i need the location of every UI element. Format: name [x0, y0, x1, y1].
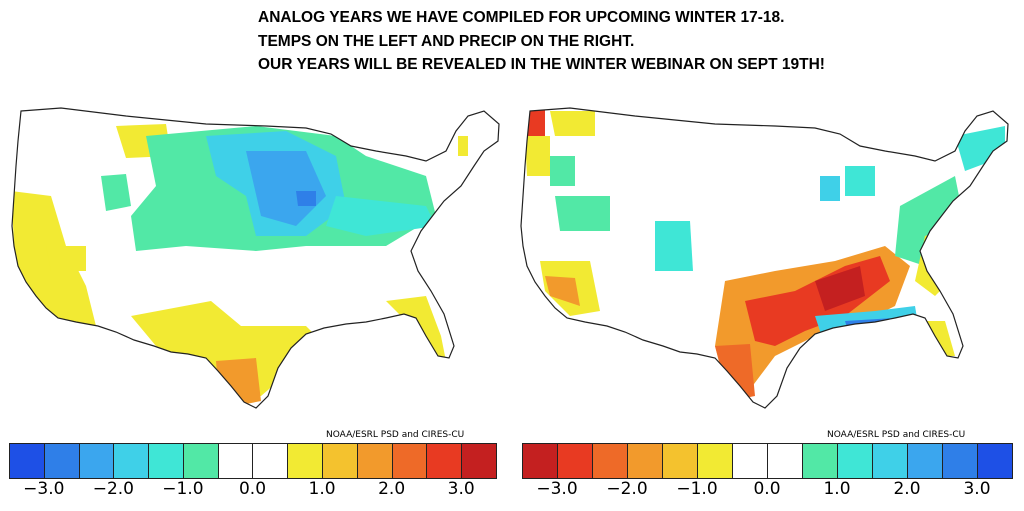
precipitation-map	[515, 96, 1020, 426]
scale-swatch	[523, 444, 558, 478]
scale-swatch	[79, 444, 115, 478]
scale-swatch	[114, 444, 150, 478]
scale-tick-label: −1.0	[676, 479, 718, 499]
scale-tick-label: 2.0	[893, 479, 921, 499]
anomaly-region	[815, 266, 865, 311]
scale-swatch	[323, 444, 358, 478]
temperature-map-credit: NOAA/ESRL PSD and CIRES-CU	[326, 430, 465, 440]
scale-tick-label: 1.0	[308, 479, 336, 499]
scale-swatch	[663, 444, 698, 478]
caption-line-2: TEMPS ON THE LEFT AND PRECIP ON THE RIGH…	[258, 32, 635, 50]
scale-swatch	[10, 444, 45, 478]
precipitation-map-credit: NOAA/ESRL PSD and CIRES-CU	[827, 430, 966, 440]
scale-swatch	[427, 444, 463, 478]
precipitation-color-scale	[522, 443, 1013, 479]
anomaly-region	[820, 176, 840, 201]
scale-tick-label: 3.0	[963, 479, 991, 499]
scale-swatch	[462, 444, 497, 478]
scale-swatch	[978, 444, 1013, 478]
scale-tick-label: 1.0	[823, 479, 851, 499]
temperature-map	[6, 96, 511, 426]
scale-tick-label: −1.0	[162, 479, 204, 499]
scale-swatch	[733, 444, 768, 478]
caption-line-3: OUR YEARS WILL BE REVEALED IN THE WINTER…	[258, 56, 825, 73]
scale-swatch	[149, 444, 184, 478]
scale-swatch	[943, 444, 978, 478]
anomaly-region	[845, 318, 895, 338]
anomaly-region	[715, 344, 755, 401]
scale-swatch	[628, 444, 663, 478]
scale-swatch	[838, 444, 873, 478]
header-caption: ANALOG YEARS WE HAVE COMPILED FOR UPCOMI…	[258, 6, 1018, 77]
scale-swatch	[698, 444, 733, 478]
scale-swatch	[44, 444, 80, 478]
scale-swatch	[768, 444, 803, 478]
caption-line-1: ANALOG YEARS WE HAVE COMPILED FOR UPCOMI…	[258, 9, 785, 26]
scale-swatch	[593, 444, 628, 478]
anomaly-region	[458, 136, 468, 156]
scale-swatch	[873, 444, 908, 478]
anomaly-region	[246, 151, 326, 226]
scale-swatch	[558, 444, 593, 478]
anomaly-region	[655, 221, 693, 271]
us-outline	[11, 107, 500, 409]
scale-tick-label: −2.0	[606, 479, 648, 499]
anomaly-region	[545, 276, 580, 306]
scale-swatch	[253, 444, 289, 478]
anomaly-region	[101, 174, 131, 211]
anomaly-region	[550, 111, 595, 136]
anomaly-region	[326, 196, 436, 236]
scale-swatch	[803, 444, 838, 478]
temperature-color-scale	[9, 443, 497, 479]
anomaly-region	[46, 246, 86, 271]
scale-swatch	[218, 444, 254, 478]
scale-tick-label: −3.0	[23, 479, 65, 499]
scale-swatch	[908, 444, 943, 478]
scale-tick-label: 0.0	[753, 479, 781, 499]
map-background	[521, 108, 1008, 408]
scale-swatch	[183, 444, 219, 478]
anomaly-region	[845, 166, 875, 196]
anomaly-region	[555, 196, 610, 231]
scale-tick-label: 3.0	[447, 479, 475, 499]
precipitation-scale-ticks: −3.0 −2.0 −1.0 0.0 1.0 2.0 3.0	[522, 479, 1012, 505]
scale-tick-label: −2.0	[92, 479, 134, 499]
scale-tick-label: 0.0	[238, 479, 267, 499]
temperature-map-svg	[11, 107, 500, 409]
anomaly-region	[550, 156, 575, 186]
scale-tick-label: 2.0	[378, 479, 406, 499]
temperature-scale-ticks: −3.0 −2.0 −1.0 0.0 1.0 2.0 3.0	[9, 479, 496, 505]
us-outline	[520, 107, 1009, 409]
anomaly-region	[525, 136, 550, 176]
anomaly-region	[216, 358, 261, 406]
scale-tick-label: −3.0	[536, 479, 578, 499]
scale-swatch	[392, 444, 428, 478]
scale-swatch	[288, 444, 324, 478]
precipitation-map-svg	[520, 107, 1009, 409]
anomaly-region	[296, 191, 316, 206]
scale-swatch	[357, 444, 393, 478]
